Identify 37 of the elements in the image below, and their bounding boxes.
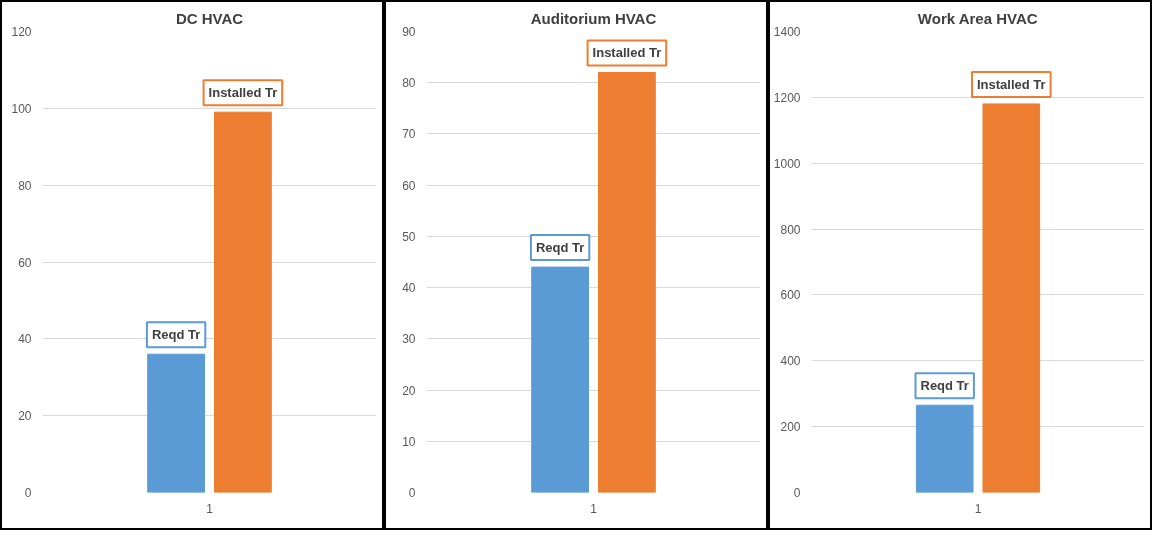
y-tick-label: 20 bbox=[402, 383, 416, 398]
y-tick-label: 1000 bbox=[773, 156, 801, 171]
y-tick-label: 0 bbox=[793, 486, 801, 500]
y-tick-label: 1400 bbox=[773, 25, 801, 39]
series-label: Installed Tr bbox=[208, 85, 278, 101]
y-tick-label: 120 bbox=[11, 25, 32, 39]
y-tick-label: 80 bbox=[402, 76, 416, 91]
chart-title: DC HVAC bbox=[175, 9, 244, 27]
y-tick-label: 40 bbox=[18, 332, 32, 347]
chart-title: Work Area HVAC bbox=[917, 9, 1038, 27]
series-label: Installed Tr bbox=[592, 45, 662, 61]
y-tick-label: 60 bbox=[18, 255, 32, 270]
y-tick-label: 0 bbox=[408, 486, 416, 500]
y-tick-label: 90 bbox=[402, 25, 416, 39]
y-tick-label: 40 bbox=[402, 281, 416, 296]
y-tick-label: 800 bbox=[780, 222, 801, 237]
series-label: Installed Tr bbox=[976, 76, 1046, 92]
x-tick-label: 1 bbox=[206, 501, 214, 516]
y-tick-label: 600 bbox=[780, 288, 801, 303]
y-tick-label: 50 bbox=[402, 229, 416, 244]
series-label: Reqd Tr bbox=[920, 378, 969, 394]
y-tick-label: 1200 bbox=[773, 90, 801, 105]
x-tick-label: 1 bbox=[974, 501, 982, 516]
y-tick-label: 20 bbox=[18, 409, 32, 424]
chart-title: Auditorium HVAC bbox=[530, 9, 657, 27]
series-label: Reqd Tr bbox=[151, 327, 201, 343]
series-label: Reqd Tr bbox=[535, 240, 585, 256]
y-tick-label: 30 bbox=[402, 332, 416, 347]
y-tick-label: 400 bbox=[780, 354, 801, 369]
y-tick-label: 100 bbox=[11, 101, 32, 116]
x-tick-label: 1 bbox=[590, 501, 598, 516]
y-tick-label: 200 bbox=[780, 420, 801, 435]
y-tick-label: 0 bbox=[24, 486, 32, 500]
y-tick-label: 10 bbox=[402, 434, 416, 449]
y-tick-label: 70 bbox=[402, 127, 416, 142]
y-tick-label: 80 bbox=[18, 178, 32, 193]
y-tick-label: 60 bbox=[402, 178, 416, 193]
